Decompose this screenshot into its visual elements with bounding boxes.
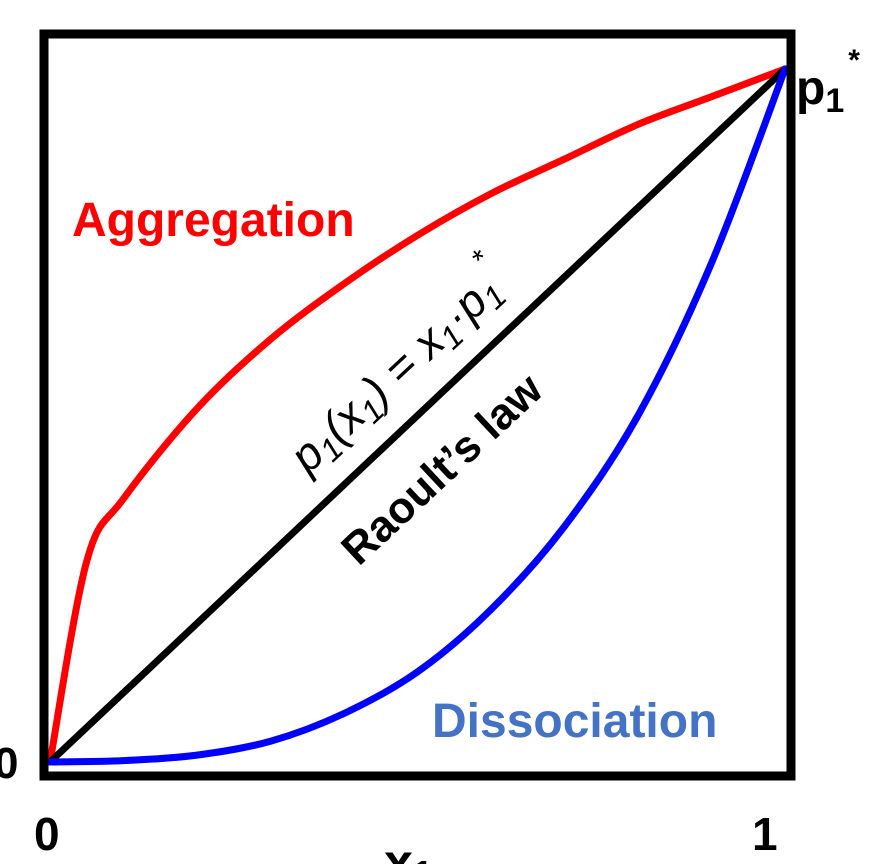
y-tick-p1-sub: 1 xyxy=(825,82,844,120)
x-tick-1: 1 xyxy=(752,808,778,860)
x-axis-label-sub: 1 xyxy=(413,853,433,864)
x-tick-0: 0 xyxy=(34,808,60,860)
y-tick-p1-base: p xyxy=(796,62,825,115)
plot-frame xyxy=(39,29,796,781)
y-tick-p1-star: p1* xyxy=(796,44,860,120)
series-line-aggregation xyxy=(46,65,789,766)
eq-star: * xyxy=(465,243,497,276)
x-axis-label: x1 xyxy=(384,834,433,864)
y-tick-p1-sup: * xyxy=(848,44,860,77)
dissociation-label: Dissociation xyxy=(432,695,717,748)
series-line-raoult xyxy=(46,65,789,766)
series-group xyxy=(46,65,789,766)
aggregation-label: Aggregation xyxy=(72,194,355,247)
series-line-dissociation xyxy=(46,65,789,766)
y-tick-0: 0 xyxy=(0,739,18,788)
x-axis-label-base: x xyxy=(384,834,413,864)
